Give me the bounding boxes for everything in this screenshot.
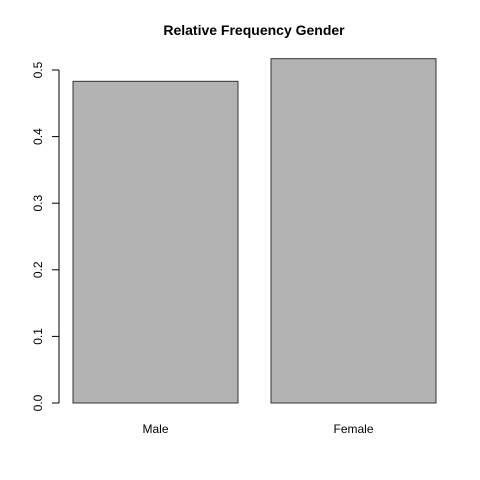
- y-tick-label: 0.1: [31, 328, 45, 345]
- chart-title: Relative Frequency Gender: [163, 22, 345, 38]
- y-tick-label: 0.4: [31, 128, 45, 145]
- x-tick-label: Female: [333, 422, 373, 436]
- y-tick-label: 0.2: [31, 261, 45, 278]
- x-tick-label: Male: [142, 422, 168, 436]
- y-axis: 0.0 0.1 0.2 0.3 0.4 0.5: [31, 61, 59, 411]
- bars-group: [73, 59, 436, 403]
- y-tick-label: 0.3: [31, 195, 45, 212]
- bar-male: [73, 81, 238, 403]
- bar-female: [271, 59, 436, 403]
- y-tick-label: 0.5: [31, 61, 45, 78]
- x-axis-labels: Male Female: [142, 422, 373, 436]
- y-tick-label: 0.0: [31, 394, 45, 411]
